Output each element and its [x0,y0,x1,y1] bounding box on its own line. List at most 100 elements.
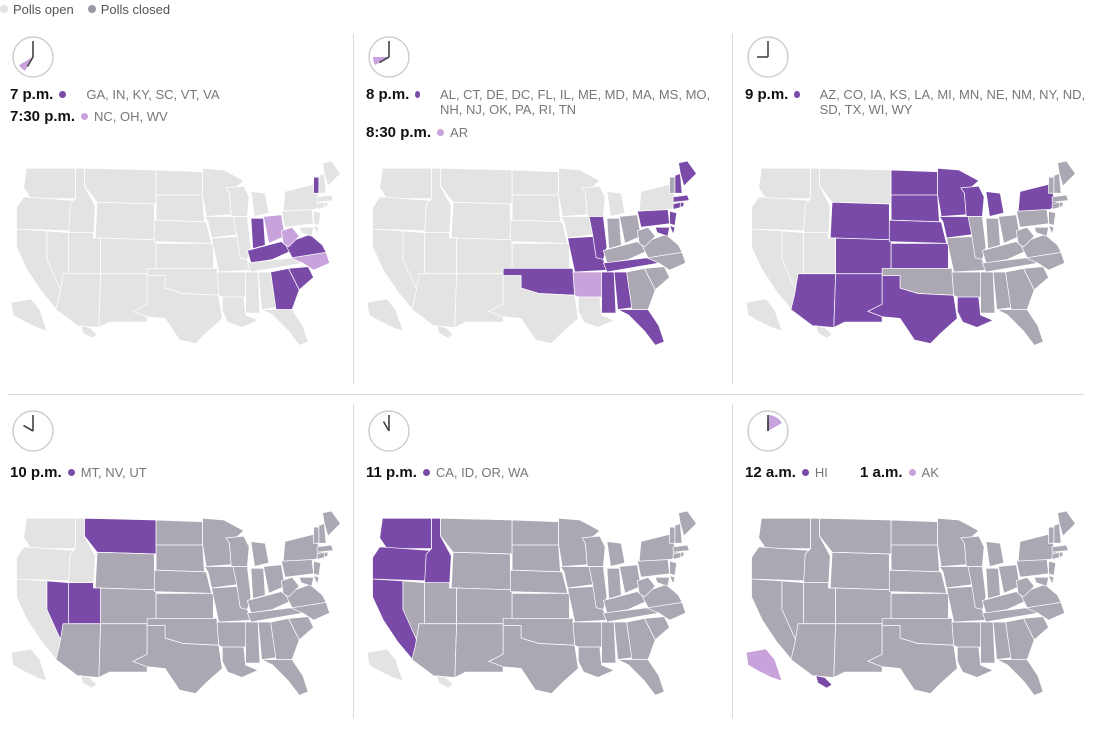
state-wa [379,167,432,199]
state-de [1047,224,1055,236]
divider-vertical [353,404,354,718]
state-ms [245,271,261,314]
state-nd [155,519,203,546]
time-row: 8 p.m. AL, CT, DE, DC, FL, IL, ME, MD, MA… [366,86,711,117]
state-de [312,224,320,236]
state-nj [1048,560,1057,576]
state-wy [450,551,511,591]
state-ri [323,551,329,559]
state-or [16,196,75,232]
divider-horizontal [8,394,1084,395]
map-container [4,150,344,365]
state-mi [606,191,626,217]
state-ms [980,621,996,664]
state-ga [270,268,300,310]
state-ky [602,241,649,264]
state-wv [636,576,656,598]
state-hi [436,675,454,689]
state-md [654,226,671,237]
state-vt [313,526,320,544]
time-row: 7:30 p.m. NC, OH, WV [10,108,168,125]
state-tx [487,275,579,344]
time-dot [67,469,75,476]
state-hi [815,325,833,339]
state-ak [10,298,48,332]
us-map [366,160,697,346]
time-dot [794,91,800,98]
state-nh [1053,173,1062,194]
state-ut [68,232,101,275]
state-il [967,566,987,610]
state-me [1057,510,1076,537]
state-ky [602,591,649,614]
clock-wedge [19,57,33,71]
state-ut [424,582,457,625]
map-container [739,150,1079,365]
legend-closed-label: Polls closed [100,1,171,17]
state-mi [606,541,626,567]
state-ar [572,621,604,648]
us-map [745,510,1076,696]
state-ak [366,298,404,332]
closing-states: AK [921,465,939,480]
closing-time: 7:30 p.m. [10,108,76,125]
state-vt [1048,526,1055,544]
state-nj [1048,210,1057,226]
clock-icon [747,410,789,452]
state-ga [1005,268,1035,310]
divider-vertical [732,404,733,718]
state-tx [487,625,579,694]
state-fl [996,659,1044,696]
state-ar [951,271,983,298]
state-ks [155,243,214,269]
state-az [411,623,458,678]
clock [745,408,791,459]
state-sd [155,544,205,573]
state-nm [833,623,883,679]
state-ar [216,621,248,648]
state-de [668,574,676,586]
state-nd [511,169,559,196]
state-ks [155,593,214,619]
state-sd [511,194,561,223]
time-dot [81,113,89,120]
state-me [678,160,697,187]
state-ak [745,298,783,332]
state-ak [366,648,404,682]
state-az [411,273,458,328]
state-wa [23,167,76,199]
state-il [588,216,608,260]
state-mt [440,517,513,555]
state-ut [68,582,101,625]
clock [366,408,412,459]
state-ia [203,216,239,239]
divider-vertical [732,34,733,384]
state-in [606,217,622,250]
state-nj [669,560,678,576]
state-ms [601,271,617,314]
time-dot [415,91,420,98]
state-nd [155,169,203,196]
state-vt [313,176,320,194]
legend-closed-swatch [87,5,96,13]
time-row: 1 a.m. AK [860,464,939,481]
state-ma [1051,544,1069,553]
state-hi [80,675,98,689]
clock-icon [747,36,789,78]
state-md [1033,576,1050,587]
state-in [250,217,266,250]
time-row: 9 p.m. AZ, CO, IA, KS, LA, MI, MN, NE, NM… [745,86,1090,117]
state-mi [250,541,270,567]
state-la [577,646,615,678]
state-in [606,567,622,600]
state-nj [313,210,322,226]
state-wa [23,517,76,549]
closing-states: CA, ID, OR, WA [435,465,529,480]
time-row: 10 p.m. MT, NV, UT [10,464,147,481]
clock-wedge [768,415,782,431]
state-wv [1015,576,1035,598]
state-ri [323,201,329,209]
closing-states: AR [450,125,469,140]
time-dot [437,129,445,136]
state-il [232,216,252,260]
